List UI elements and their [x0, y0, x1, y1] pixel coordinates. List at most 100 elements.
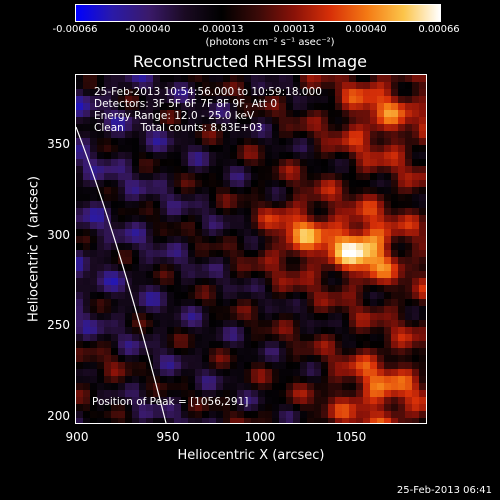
image-pixel — [146, 411, 154, 419]
image-pixel — [160, 117, 168, 125]
image-pixel — [90, 334, 98, 342]
image-pixel — [181, 285, 189, 293]
image-pixel — [216, 299, 224, 307]
image-pixel — [321, 124, 329, 132]
image-pixel — [209, 96, 217, 104]
image-pixel — [104, 306, 112, 314]
image-pixel — [244, 292, 252, 300]
image-pixel — [202, 334, 210, 342]
image-pixel — [209, 271, 217, 279]
image-pixel — [153, 201, 161, 209]
image-pixel — [335, 222, 343, 230]
image-pixel — [251, 138, 259, 146]
image-pixel — [174, 173, 182, 181]
image-pixel — [328, 250, 336, 258]
image-pixel — [139, 397, 147, 405]
image-pixel — [153, 194, 161, 202]
image-pixel — [314, 194, 322, 202]
image-pixel — [314, 292, 322, 300]
image-pixel — [111, 194, 119, 202]
image-pixel — [293, 236, 301, 244]
image-pixel — [90, 341, 98, 349]
image-pixel — [76, 418, 84, 423]
image-pixel — [202, 383, 210, 391]
image-pixel — [216, 285, 224, 293]
image-pixel — [202, 404, 210, 412]
image-pixel — [83, 362, 91, 370]
image-pixel — [405, 390, 413, 398]
image-pixel — [244, 306, 252, 314]
image-pixel — [216, 208, 224, 216]
image-pixel — [377, 194, 385, 202]
image-pixel — [335, 166, 343, 174]
image-pixel — [272, 96, 280, 104]
image-pixel — [195, 208, 203, 216]
image-pixel — [370, 194, 378, 202]
image-pixel — [272, 159, 280, 167]
image-pixel — [342, 187, 350, 195]
image-pixel — [230, 383, 238, 391]
image-pixel — [370, 180, 378, 188]
image-pixel — [321, 313, 329, 321]
image-pixel — [335, 327, 343, 335]
image-pixel — [314, 103, 322, 111]
image-pixel — [279, 299, 287, 307]
image-pixel — [321, 369, 329, 377]
image-pixel — [384, 362, 392, 370]
image-pixel — [398, 264, 406, 272]
image-pixel — [181, 418, 189, 423]
image-pixel — [146, 145, 154, 153]
image-pixel — [335, 236, 343, 244]
image-pixel — [230, 313, 238, 321]
image-pixel — [76, 362, 84, 370]
image-pixel — [279, 292, 287, 300]
image-pixel — [272, 75, 280, 83]
image-pixel — [307, 271, 315, 279]
image-pixel — [314, 117, 322, 125]
image-pixel — [335, 82, 343, 90]
image-pixel — [398, 327, 406, 335]
image-pixel — [328, 166, 336, 174]
image-pixel — [230, 327, 238, 335]
image-pixel — [244, 383, 252, 391]
image-pixel — [342, 194, 350, 202]
image-pixel — [314, 257, 322, 265]
image-pixel — [139, 271, 147, 279]
image-pixel — [209, 278, 217, 286]
image-pixel — [153, 397, 161, 405]
image-pixel — [146, 152, 154, 160]
image-pixel — [349, 145, 357, 153]
image-pixel — [279, 278, 287, 286]
image-pixel — [237, 334, 245, 342]
image-pixel — [335, 292, 343, 300]
image-pixel — [195, 299, 203, 307]
image-pixel — [286, 131, 294, 139]
image-pixel — [146, 124, 154, 132]
image-pixel — [370, 96, 378, 104]
image-pixel — [181, 257, 189, 265]
image-pixel — [251, 243, 259, 251]
image-pixel — [188, 187, 196, 195]
image-pixel — [97, 299, 105, 307]
image-pixel — [83, 327, 91, 335]
image-pixel — [419, 243, 426, 251]
image-pixel — [202, 208, 210, 216]
image-pixel — [97, 131, 105, 139]
image-pixel — [412, 390, 420, 398]
image-pixel — [279, 124, 287, 132]
image-pixel — [391, 369, 399, 377]
image-pixel — [300, 362, 308, 370]
image-pixel — [342, 138, 350, 146]
image-pixel — [356, 208, 364, 216]
image-pixel — [384, 271, 392, 279]
image-pixel — [167, 229, 175, 237]
image-pixel — [167, 278, 175, 286]
image-pixel — [293, 320, 301, 328]
image-pixel — [321, 390, 329, 398]
image-pixel — [209, 124, 217, 132]
image-pixel — [216, 334, 224, 342]
image-pixel — [216, 264, 224, 272]
image-pixel — [419, 376, 426, 384]
image-pixel — [363, 222, 371, 230]
image-pixel — [363, 292, 371, 300]
